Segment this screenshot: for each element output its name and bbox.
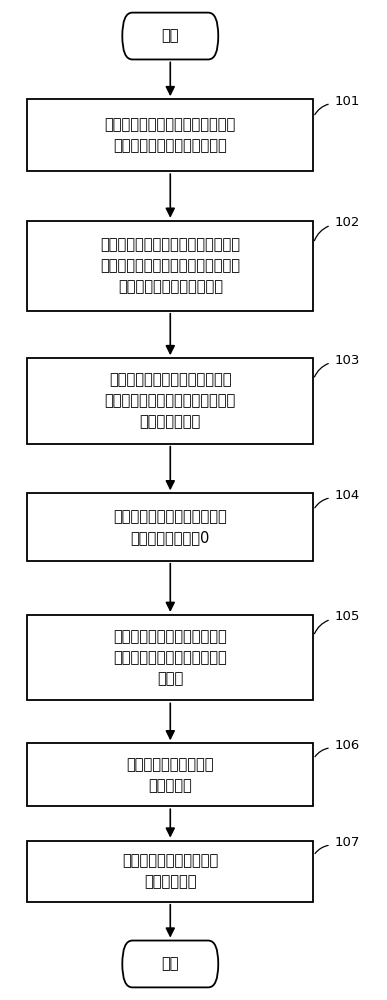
Text: 102: 102 [335,216,360,229]
Text: 101: 101 [335,95,360,108]
Text: 将提取的有效区域内的图像数据
（第二图像数据）进行均衡化，得
到第三图像数据: 将提取的有效区域内的图像数据 （第二图像数据）进行均衡化，得 到第三图像数据 [104,372,236,429]
FancyBboxPatch shape [27,743,313,806]
Text: 将噪声度与设定的噪声度
阈值进行比较: 将噪声度与设定的噪声度 阈值进行比较 [122,853,218,889]
FancyBboxPatch shape [27,99,313,171]
FancyBboxPatch shape [27,841,313,902]
Text: 104: 104 [335,489,360,502]
Text: 获取包括有脸部的图像数据的明度
图像数据，作为第一图像数据: 获取包括有脸部的图像数据的明度 图像数据，作为第一图像数据 [104,117,236,153]
FancyBboxPatch shape [122,941,218,987]
Text: 开始: 开始 [161,29,179,44]
FancyBboxPatch shape [27,358,313,444]
FancyBboxPatch shape [27,493,313,561]
Text: 至少去除脸部图像中的眼部区域，以
提取脸部的有效区域图像，将提取的
图像数据作为第二图像数据: 至少去除脸部图像中的眼部区域，以 提取脸部的有效区域图像，将提取的 图像数据作为… [100,237,240,294]
Text: 设置一卷积核，基于第三图像
数据，按照设定的步长进行卷
积计算: 设置一卷积核，基于第三图像 数据，按照设定的步长进行卷 积计算 [113,629,227,686]
Text: 基于各个卷积值，进行
噪声度计算: 基于各个卷积值，进行 噪声度计算 [127,757,214,793]
Text: 结束: 结束 [161,956,179,971]
Text: 107: 107 [335,836,360,849]
Text: 103: 103 [335,354,360,367]
FancyBboxPatch shape [122,13,218,59]
Text: 基于第三图像，设置鼻部和嘴
部区域的像素值为0: 基于第三图像，设置鼻部和嘴 部区域的像素值为0 [113,509,227,545]
FancyBboxPatch shape [27,615,313,700]
Text: 105: 105 [335,610,360,623]
Text: 106: 106 [335,739,360,752]
FancyBboxPatch shape [27,221,313,311]
